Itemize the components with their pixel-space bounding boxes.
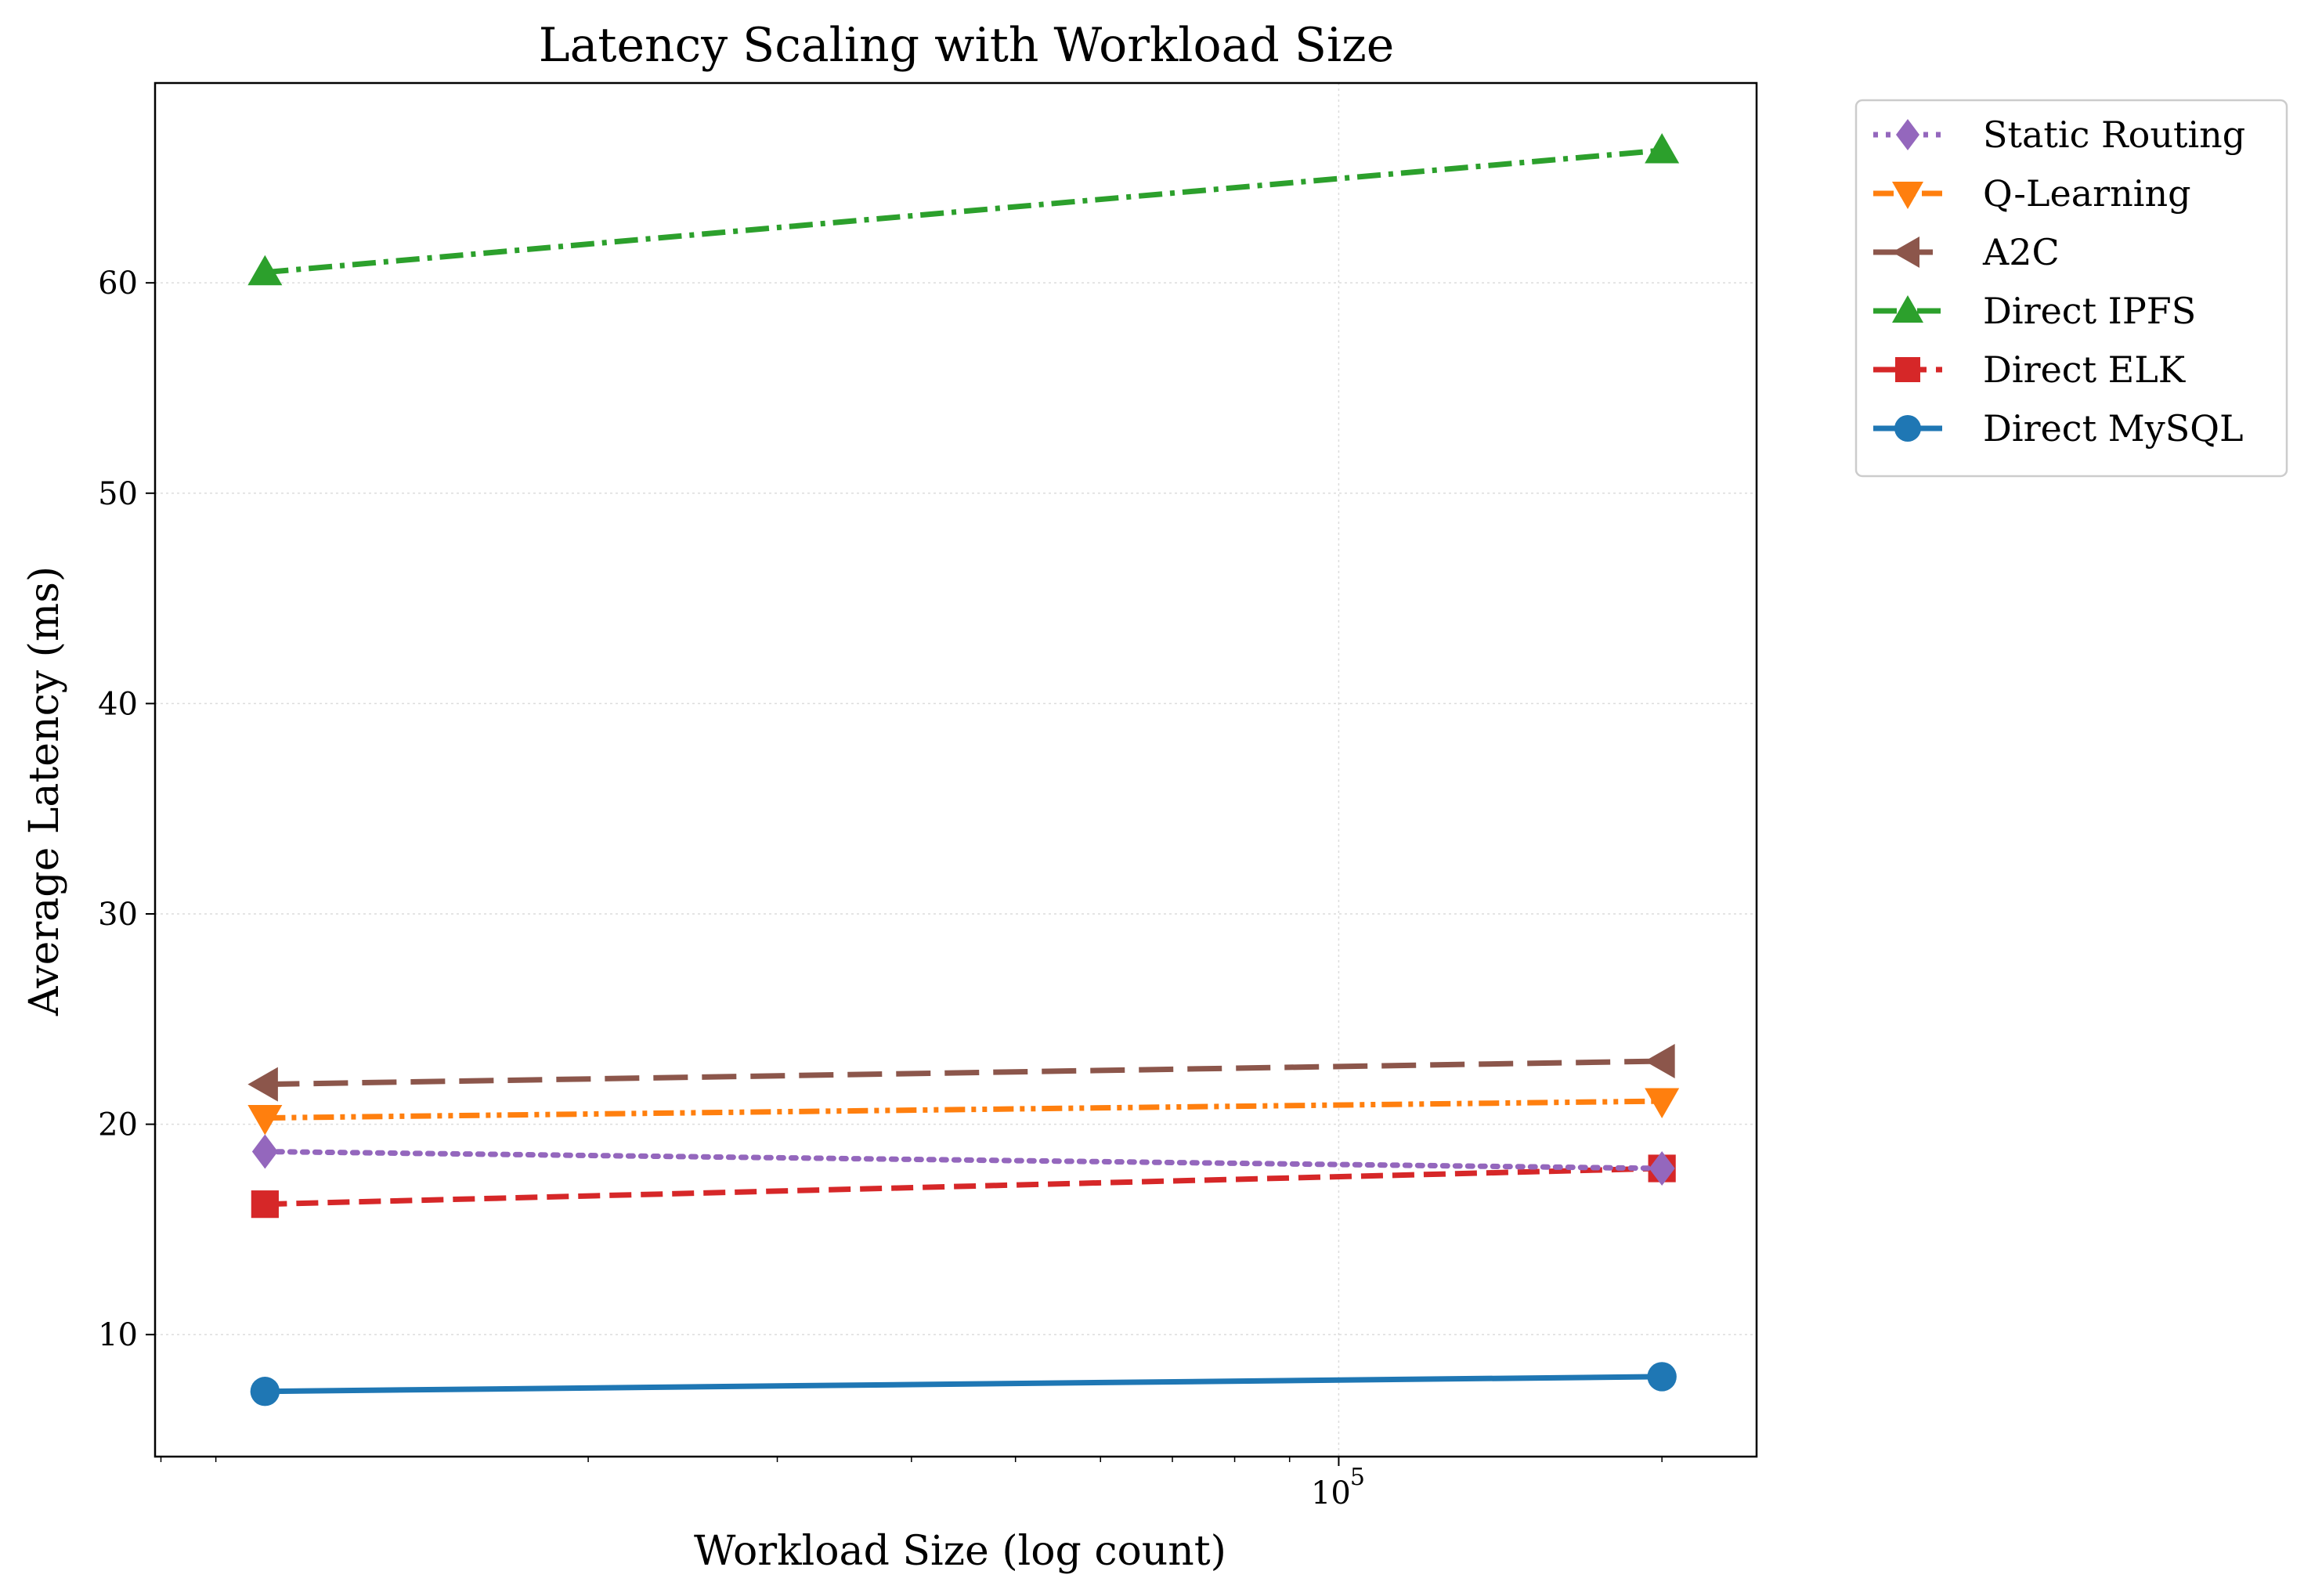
legend-item: Q-Learning	[1873, 172, 2191, 215]
series-direct-elk	[251, 1154, 1676, 1219]
triangle-left-marker	[247, 1067, 278, 1102]
x-axis-label: Workload Size (log count)	[694, 1528, 1226, 1575]
legend-item: Direct MySQL	[1873, 407, 2244, 450]
plot-frame	[153, 81, 1758, 1458]
legend-label: Static Routing	[1983, 114, 2245, 156]
series-q-learning	[247, 1088, 1680, 1136]
legend-label: Q-Learning	[1983, 172, 2191, 215]
triangle-up-marker	[1645, 132, 1680, 164]
triangle-left-marker	[1892, 237, 1919, 268]
square-marker	[1895, 357, 1920, 382]
series-direct-mysql	[250, 1362, 1677, 1406]
y-tick-label: 20	[98, 1107, 138, 1143]
x-tick-exponent: 5	[1350, 1464, 1365, 1491]
y-tick-label: 30	[98, 897, 138, 933]
legend-item: Direct IPFS	[1873, 290, 2196, 332]
series-line	[265, 1058, 1663, 1088]
legend-item: A2C	[1873, 231, 2060, 273]
diamond-marker	[1896, 119, 1919, 150]
series-static-routing	[251, 1134, 1675, 1186]
circle-marker	[250, 1377, 280, 1406]
series-line	[262, 1149, 1665, 1172]
legend-label: Direct ELK	[1983, 348, 2187, 391]
series-a2c	[247, 1044, 1675, 1102]
triangle-down-marker	[1645, 1088, 1680, 1119]
legend-label: Direct MySQL	[1983, 407, 2244, 450]
triangle-up-marker	[247, 255, 283, 286]
triangle-down-marker	[247, 1105, 283, 1136]
legend-label: Direct IPFS	[1983, 290, 2196, 332]
x-tick-label: 10	[1311, 1475, 1351, 1511]
y-tick-label: 10	[98, 1317, 138, 1353]
diamond-marker	[1649, 1151, 1675, 1186]
series-line	[265, 1374, 1663, 1395]
triangle-left-marker	[1645, 1044, 1675, 1079]
legend: Static Routing Q-Learning A2C Direct IPFS Di…	[1854, 99, 2288, 478]
series-layer	[247, 132, 1680, 1406]
y-tick-label: 40	[98, 686, 138, 722]
square-marker	[251, 1190, 279, 1219]
triangle-down-marker	[1892, 182, 1923, 209]
grid	[155, 83, 1757, 1457]
y-tick-label: 50	[98, 476, 138, 512]
series-line	[265, 1098, 1663, 1121]
y-tick-label: 60	[98, 265, 138, 302]
legend-item: Direct ELK	[1873, 348, 2187, 391]
legend-label: A2C	[1982, 231, 2060, 273]
y-axis-label: Average Latency (ms)	[21, 566, 68, 1016]
series-line	[265, 147, 1663, 276]
series-direct-ipfs	[247, 132, 1680, 286]
triangle-up-marker	[1892, 295, 1923, 323]
circle-marker	[1647, 1362, 1677, 1392]
series-line	[265, 1165, 1663, 1208]
legend-frame	[1854, 99, 2288, 478]
diamond-marker	[251, 1134, 278, 1169]
circle-marker	[1894, 415, 1921, 442]
legend-item: Static Routing	[1873, 114, 2245, 156]
chart-title: Latency Scaling with Workload Size	[539, 18, 1395, 73]
